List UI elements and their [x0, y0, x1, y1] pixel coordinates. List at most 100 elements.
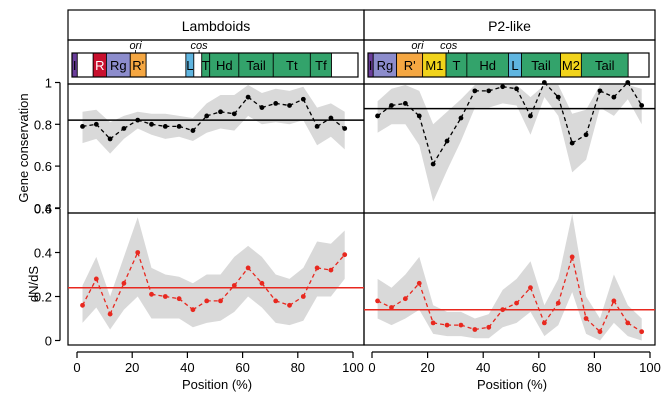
genome-map-annotation: ori: [129, 40, 142, 52]
gene-conservation-segment: [247, 96, 263, 109]
dnds-point: [597, 329, 603, 335]
genome-map-outline: [367, 52, 650, 78]
dnds-point: [314, 265, 320, 271]
gene-conservation-segment: [109, 127, 125, 140]
gene-conservation-point: [375, 113, 380, 119]
dnds-segment: [81, 278, 97, 306]
genome-module-label: L: [186, 58, 193, 73]
dnds-segment: [289, 295, 304, 306]
dnds-segment: [571, 256, 587, 319]
genome-module-label: M1: [425, 58, 443, 73]
gene-conservation-point: [273, 101, 279, 106]
dnds-point: [430, 320, 436, 326]
dnds-point: [389, 305, 394, 310]
x-axis-tick-label: 0: [368, 360, 375, 375]
panel-cell-border: [363, 212, 656, 346]
dnds-segment: [275, 300, 290, 306]
gene-conservation-point: [472, 88, 478, 94]
dnds-point: [328, 267, 334, 273]
gene-conservation-point: [107, 136, 113, 142]
y-axis-tick-label-gene-conservation: 0.4: [34, 201, 52, 216]
genome-module-label: T: [452, 58, 460, 73]
y-axis-tick-label-dnds: 0.6: [34, 202, 52, 217]
dnds-segment: [220, 285, 235, 302]
dnds-point: [611, 298, 617, 304]
dnds-segment: [137, 252, 153, 295]
dnds-point: [273, 298, 279, 304]
dnds-point: [342, 252, 348, 258]
gene-conservation-point: [314, 123, 320, 129]
genome-module-label: Rg: [377, 58, 394, 73]
dnds-point: [528, 285, 533, 291]
dnds-point: [300, 294, 306, 299]
gene-conservation-point: [416, 113, 422, 119]
y-axis-tick-label-gene-conservation: 1: [45, 76, 52, 91]
panel-title: Lambdoids: [182, 18, 251, 34]
dnds-point: [472, 327, 478, 332]
x-axis-tick-label: 40: [476, 360, 490, 375]
y-axis-tick-label-gene-conservation: 0.8: [34, 117, 52, 132]
genome-module-label: R': [404, 58, 416, 73]
dnds-point: [135, 250, 141, 255]
dnds-segment: [599, 300, 615, 332]
x-axis-tick-label: 60: [532, 360, 546, 375]
genome-module-block: [193, 52, 203, 78]
x-axis-tick-label: 60: [235, 360, 249, 375]
dnds-segment: [302, 267, 318, 297]
gene-conservation-segment: [377, 104, 392, 117]
gene-conservation-segment: [404, 102, 420, 117]
genome-module-label: Tail: [531, 58, 551, 73]
gene-conservation-point: [458, 115, 464, 121]
dnds-segment: [557, 256, 573, 304]
gene-conservation-point: [259, 105, 265, 110]
gene-conservation-segment: [261, 102, 276, 109]
dnds-point: [444, 322, 450, 328]
chart-labels: Gene conservation dN/dS Position (%) Pos…: [16, 18, 661, 392]
dnds-segment: [95, 278, 111, 315]
gene-conservation-point: [639, 103, 645, 108]
dnds-point: [569, 254, 575, 260]
gene-conservation-segment: [599, 90, 615, 98]
gene-conservation-point: [342, 126, 348, 131]
dnds-point: [625, 320, 631, 326]
gene-conservation-segment: [330, 117, 346, 129]
dnds-point: [176, 296, 182, 302]
gene-conservation-band: [377, 85, 642, 202]
gene-conservation-point: [80, 123, 85, 129]
panel-grid: [67, 9, 656, 346]
gene-conservation-segment: [418, 115, 434, 165]
gene-conservation-segment: [95, 123, 111, 140]
dnds-point: [162, 294, 168, 299]
gene-conservation-segment: [137, 119, 152, 125]
dnds-segment: [516, 287, 531, 304]
gene-conservation-point: [583, 132, 589, 138]
gene-conservation-point: [190, 128, 196, 133]
dnds-segment: [502, 302, 517, 311]
genome-module-label: Hd: [216, 58, 233, 73]
genome-module-block: [627, 52, 650, 78]
genome-module-block: [331, 52, 359, 78]
gene-conservation-point: [204, 113, 210, 119]
dnds-point: [121, 280, 127, 286]
gene-conservation-segment: [206, 111, 221, 117]
dnds-segment: [613, 300, 629, 324]
gene-conservation-point: [597, 88, 603, 94]
dnds-point: [149, 291, 154, 297]
genome-module-label: Hd: [479, 58, 496, 73]
gene-conservation-segment: [446, 117, 462, 142]
genome-module-label: Rg: [110, 58, 127, 73]
dnds-point: [107, 311, 113, 317]
x-axis-tick-label: 40: [180, 360, 194, 375]
gene-conservation-point: [162, 123, 168, 129]
dnds-segment: [529, 287, 545, 324]
genome-map-annotation: cos: [440, 40, 458, 52]
dnds-segment: [123, 252, 139, 284]
dnds-segment: [391, 298, 406, 309]
dnds-point: [555, 300, 561, 306]
genome-map-outline: [71, 52, 359, 78]
x-axis-tick-label: 20: [420, 360, 434, 375]
gene-conservation-point: [245, 94, 251, 100]
gene-conservation-point: [555, 94, 561, 100]
gene-conservation-point: [121, 126, 127, 131]
